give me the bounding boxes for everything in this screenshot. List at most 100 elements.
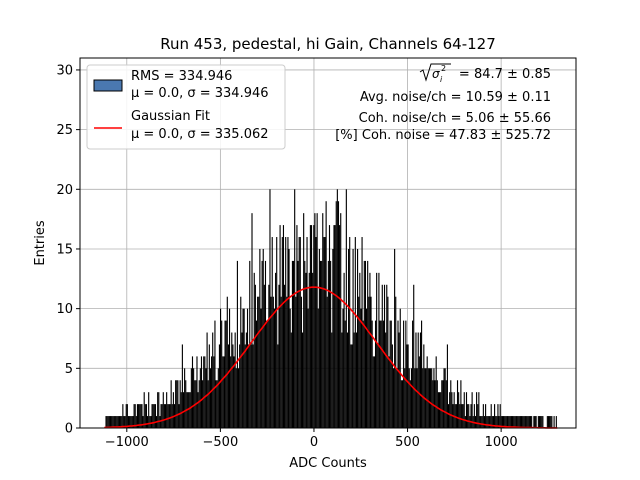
histogram-bar [175, 380, 177, 428]
histogram-bar [166, 392, 168, 428]
histogram-bar [476, 392, 478, 428]
annotation-coh-noise-percent: [%] Coh. noise = 47.83 ± 525.72 [335, 128, 551, 143]
histogram-bar [337, 201, 340, 428]
histogram-bar [387, 296, 389, 428]
histogram-bar [533, 416, 535, 428]
histogram-bar [129, 416, 131, 428]
histogram-bar [396, 368, 398, 428]
histogram-bar [234, 332, 236, 428]
histogram-bar [325, 201, 327, 428]
histogram-bar [349, 237, 351, 428]
histogram-bar [450, 380, 452, 428]
histogram-bar [430, 368, 432, 428]
plot-frame [79, 57, 577, 429]
histogram-bar [520, 416, 523, 428]
histogram-bar [412, 320, 414, 428]
histogram-bar [252, 344, 254, 428]
histogram-bar [281, 237, 283, 428]
histogram-bar [382, 320, 384, 428]
histogram-bar [177, 380, 179, 428]
histogram-bar [467, 404, 469, 428]
histogram-bar [148, 392, 150, 428]
histogram-bar [508, 416, 510, 428]
histogram-bar [354, 237, 356, 428]
histogram-bar [270, 296, 272, 428]
histogram-bar [269, 189, 271, 428]
histogram-bar [408, 368, 410, 428]
histogram-bar [240, 296, 242, 428]
histogram-bar [189, 392, 191, 428]
histogram-bar [126, 404, 128, 428]
sqrt-sigma-symbol: σ [432, 67, 440, 81]
histogram-bar [291, 260, 293, 428]
histogram-bar [399, 308, 401, 428]
histogram-bar [309, 225, 311, 428]
histogram-bar [242, 308, 244, 428]
histogram-bar [114, 416, 116, 428]
annotation-coh-noise: Coh. noise/ch = 5.06 ± 55.66 [359, 111, 551, 126]
histogram-bar [428, 368, 431, 428]
histogram-bar [140, 404, 142, 428]
histogram-bar [203, 356, 205, 428]
histogram-bar [367, 260, 369, 428]
legend-swatch-histogram [93, 79, 123, 92]
x-axis-ticks: −1000 −500 0 500 1000 [105, 428, 518, 450]
histogram-bar [482, 404, 484, 428]
histogram-bar [157, 392, 159, 428]
histogram-bar [336, 189, 338, 428]
histogram-bar [172, 392, 174, 428]
histogram-bar [319, 260, 322, 428]
histogram-bar [326, 296, 328, 428]
histogram-bar [142, 416, 144, 428]
histogram-bar [316, 213, 318, 428]
histogram-bar [406, 344, 408, 428]
histogram-bar [328, 225, 331, 428]
histogram-bar [253, 272, 255, 428]
histogram-bar [322, 213, 324, 428]
histogram-bar [334, 225, 336, 428]
histogram-bar [483, 416, 486, 428]
y-axis-ticks: 0 5 10 15 20 25 30 [56, 63, 80, 437]
histogram-bar [317, 308, 319, 428]
histogram-bar [313, 225, 315, 428]
y-tick-label: 5 [65, 362, 73, 377]
histogram-bar [297, 260, 299, 428]
chart-title: Run 453, pedestal, hi Gain, Channels 64-… [160, 35, 496, 53]
histogram-bar [230, 356, 232, 428]
histogram-bar [546, 416, 548, 428]
histogram-bar [458, 392, 460, 428]
x-tick-label: 500 [395, 435, 420, 450]
histogram-bar [127, 416, 130, 428]
histogram-bar [446, 344, 448, 428]
histogram-bar [301, 332, 304, 428]
histogram-bar [190, 368, 192, 428]
histogram-bar [277, 344, 279, 428]
histogram-bar [130, 416, 132, 428]
histogram-bar [200, 356, 203, 428]
histogram-bar [227, 344, 229, 428]
histogram-bar [168, 404, 170, 428]
histogram-bar [147, 416, 149, 428]
histogram-bar [222, 356, 224, 428]
histogram-bar [306, 237, 308, 428]
y-tick-label: 25 [56, 123, 73, 138]
histogram-bar [431, 368, 433, 428]
histogram-bar [383, 284, 386, 428]
histogram-bar [391, 344, 393, 428]
gaussian-fit-curve [104, 286, 558, 429]
histogram-bar [418, 356, 420, 428]
histogram-bar [555, 416, 557, 428]
histogram-bar [344, 320, 346, 428]
histogram-bar [106, 416, 108, 428]
histogram-bar [213, 356, 215, 428]
histogram-bar [202, 380, 204, 428]
histogram-bar [164, 404, 167, 428]
histogram-bar [491, 416, 493, 428]
histogram-bar [292, 260, 295, 428]
histogram-bar [404, 368, 406, 428]
histogram-bar [553, 416, 555, 428]
histogram-bar [364, 260, 366, 428]
histogram-bar [388, 356, 390, 428]
histogram-bar [410, 368, 413, 428]
